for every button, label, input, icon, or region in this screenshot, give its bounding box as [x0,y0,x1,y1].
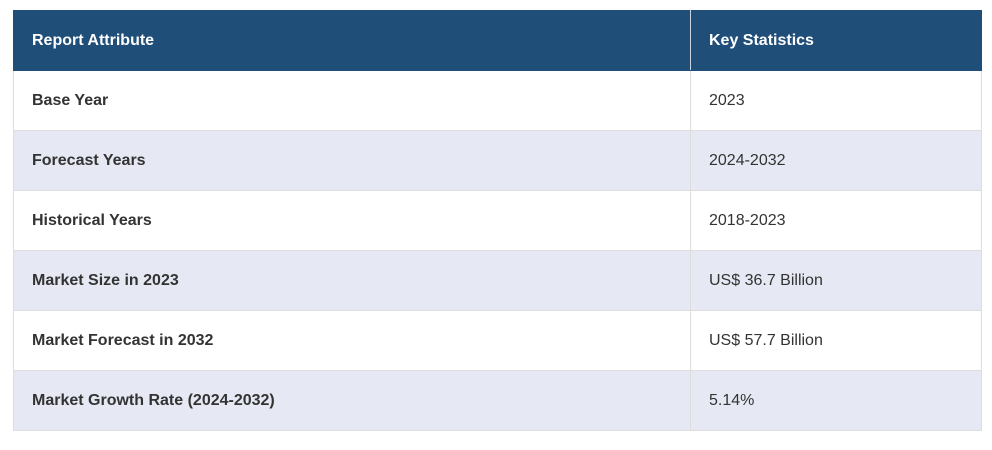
value-cell: 5.14% [690,370,982,431]
attribute-cell: Historical Years [13,190,691,251]
table-row: Historical Years 2018-2023 [13,190,982,251]
attribute-cell: Market Forecast in 2032 [13,310,691,371]
value-cell: US$ 57.7 Billion [690,310,982,371]
report-table: Report Attribute Key Statistics Base Year… [13,10,982,431]
attribute-cell: Base Year [13,70,691,131]
header-row: Report Attribute Key Statistics [13,10,982,71]
table-row: Market Growth Rate (2024-2032) 5.14% [13,370,982,431]
table-row: Market Forecast in 2032 US$ 57.7 Billion [13,310,982,371]
attribute-cell: Market Size in 2023 [13,250,691,311]
value-cell: 2018-2023 [690,190,982,251]
value-cell: 2023 [690,70,982,131]
header-cell: Report Attribute [13,10,691,71]
header-cell: Key Statistics [690,10,982,71]
value-cell: 2024-2032 [690,130,982,191]
value-cell: US$ 36.7 Billion [690,250,982,311]
table-row: Forecast Years 2024-2032 [13,130,982,191]
table-row: Base Year 2023 [13,70,982,131]
table-row: Market Size in 2023 US$ 36.7 Billion [13,250,982,311]
attribute-cell: Forecast Years [13,130,691,191]
attribute-cell: Market Growth Rate (2024-2032) [13,370,691,431]
table-body: Base Year 2023 Forecast Years 2024-2032 Hist… [13,70,982,431]
